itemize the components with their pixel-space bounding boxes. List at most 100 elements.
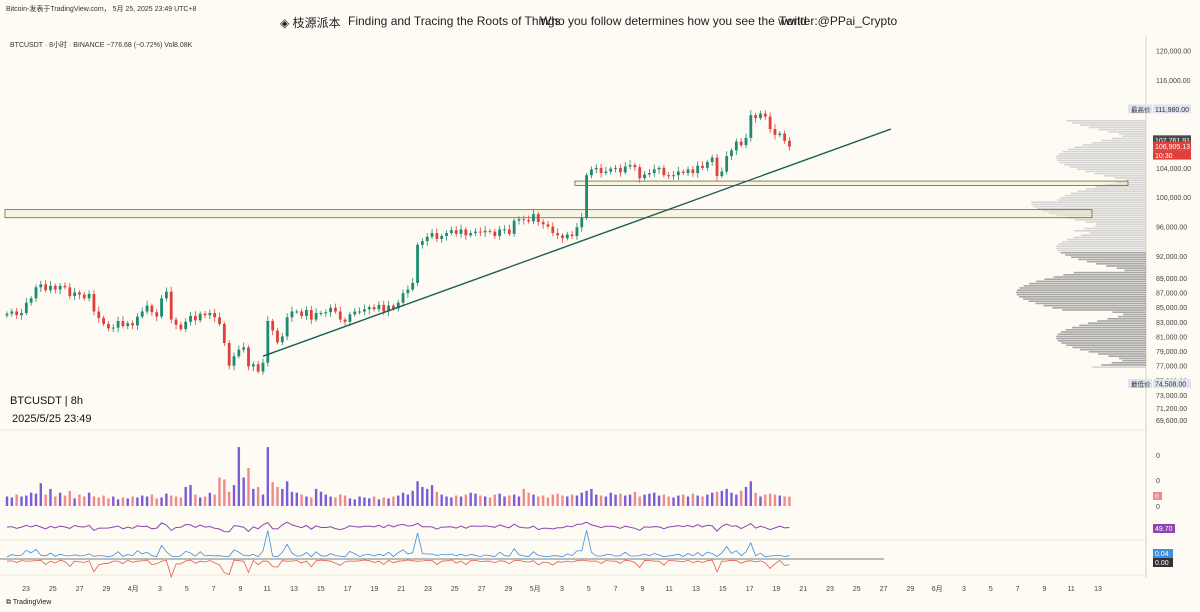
time-tick-label: 15: [317, 586, 325, 593]
symbol-header[interactable]: BTCUSDT · 8小时 · BINANCE −776.68 (−0.72%)…: [10, 42, 193, 49]
volume-bar: [295, 492, 298, 506]
volume-profile-bar: [1036, 280, 1146, 283]
candle-body: [647, 173, 651, 175]
candle-body: [435, 233, 439, 239]
volume-bar: [34, 493, 38, 506]
volume-bar: [556, 493, 559, 506]
volume-profile-bar: [1044, 278, 1146, 280]
time-tick-label: 7: [1016, 586, 1020, 593]
volume-profile-bar: [1112, 311, 1146, 313]
candle-body: [343, 319, 347, 322]
candle-body: [29, 298, 33, 303]
volume-bar: [537, 496, 540, 506]
volume-profile-bar: [1096, 263, 1146, 265]
candle-body: [169, 291, 173, 320]
time-tick-label: 29: [907, 586, 915, 593]
volume-profile-bar: [1056, 247, 1146, 250]
candle-body: [198, 313, 202, 321]
volume-bar: [450, 497, 453, 506]
volume-bar: [488, 497, 492, 506]
high-price-label: 111,980.00: [1155, 107, 1189, 114]
candle-body: [783, 133, 787, 141]
volume-profile-bar: [1065, 329, 1146, 331]
volume-profile-bar: [1037, 208, 1146, 210]
volume-bar: [430, 485, 434, 506]
volume-bar: [624, 495, 627, 506]
candle-body: [24, 302, 28, 313]
volume-profile-bar: [1071, 326, 1146, 329]
volume-bar: [653, 492, 656, 506]
candle-body: [271, 321, 275, 331]
candle-body: [565, 234, 569, 239]
candle-body: [247, 347, 250, 367]
time-tick-label: 9: [640, 586, 644, 593]
volume-bar: [343, 495, 347, 506]
symbol-datetime: 2025/5/25 23:49: [12, 413, 92, 425]
last-price-label-bg: [1153, 135, 1191, 145]
candle-body: [116, 321, 120, 328]
rsi-pane: [6, 521, 790, 533]
volume-bar: [44, 494, 47, 506]
osc-value-bg: [1153, 558, 1173, 567]
tradingview-logo[interactable]: ⧉ TradingView: [6, 599, 51, 607]
volume-bar: [773, 494, 777, 506]
volume-bar: [15, 494, 18, 506]
candle-body: [372, 307, 376, 310]
candle-body: [454, 230, 458, 234]
candle-body: [87, 293, 91, 299]
candle-body: [638, 167, 642, 179]
candle-body: [20, 312, 23, 316]
volume-bar: [392, 496, 395, 506]
candle-body: [527, 219, 531, 222]
time-tick-label: 5: [989, 586, 993, 593]
current-price-label: 106,905.13: [1155, 144, 1190, 151]
candle-body: [82, 294, 86, 299]
candle-body: [39, 284, 43, 288]
candle-body: [121, 321, 125, 327]
volume-profile-bar: [1091, 366, 1146, 368]
candle-body: [107, 323, 110, 329]
candle-body: [358, 311, 361, 313]
candle-body: [763, 113, 767, 117]
volume-profile-bar: [1057, 199, 1146, 201]
candle-body: [78, 292, 81, 295]
candle-body: [773, 129, 777, 135]
candle-body: [334, 307, 337, 312]
volume-bar: [479, 495, 482, 506]
candle-body: [788, 140, 791, 147]
candle-body: [97, 311, 101, 319]
candle-body: [189, 315, 192, 322]
osc-value-bg: [1153, 549, 1173, 558]
candle-body: [464, 229, 468, 236]
volume-profile-bar: [1023, 298, 1146, 300]
time-tick-label: 23: [424, 586, 432, 593]
volume-bar: [522, 488, 526, 506]
volume-bar: [643, 494, 646, 506]
volume-bar: [116, 499, 120, 506]
volume-bar: [372, 496, 376, 506]
volume-bar: [464, 494, 468, 506]
candle-body: [541, 222, 545, 225]
volume-profile-bar: [1072, 346, 1146, 349]
volume-profile-bar: [1125, 179, 1146, 181]
candle-body: [256, 364, 260, 372]
candle-body: [715, 157, 719, 176]
candle-body: [561, 235, 564, 239]
candle-body: [657, 167, 661, 170]
volume-profile-bar: [1067, 148, 1146, 151]
volume-profile-bar: [1057, 333, 1146, 335]
volume-bar: [575, 495, 579, 506]
logo-text: TradingView: [12, 599, 52, 606]
volume-profile-bar: [1080, 348, 1146, 351]
volume-bar: [768, 493, 772, 506]
candle-body: [266, 321, 270, 363]
candle-body: [604, 171, 608, 174]
volume-bar: [368, 498, 371, 506]
candle-body: [503, 229, 506, 231]
volume-bar: [213, 494, 216, 506]
rsi-line: [6, 521, 790, 533]
volume-profile-bar: [1065, 254, 1146, 256]
volume-bar: [150, 494, 154, 506]
volume-profile-bar: [1033, 205, 1146, 208]
